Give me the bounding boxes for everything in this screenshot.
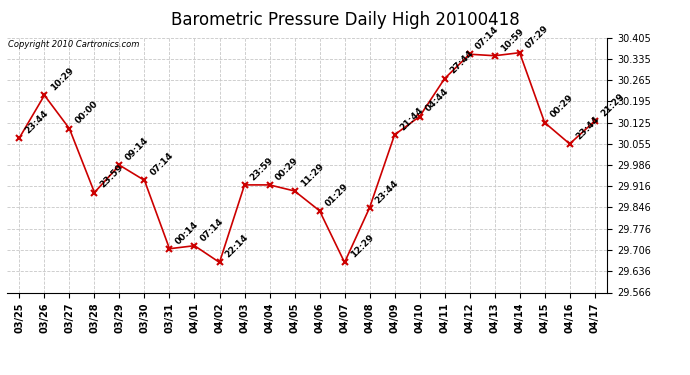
Text: 09:14: 09:14	[124, 136, 150, 162]
Text: 10:29: 10:29	[48, 66, 75, 93]
Text: 23:44: 23:44	[574, 114, 600, 141]
Text: 23:44: 23:44	[374, 178, 400, 205]
Text: 07:14: 07:14	[148, 151, 175, 178]
Text: 00:14: 00:14	[174, 219, 200, 246]
Text: 07:29: 07:29	[524, 23, 551, 50]
Text: 00:00: 00:00	[74, 100, 100, 126]
Text: 00:29: 00:29	[549, 93, 575, 120]
Text: 22:14: 22:14	[224, 233, 250, 260]
Text: 10:59: 10:59	[499, 26, 525, 53]
Text: 23:59: 23:59	[99, 163, 126, 190]
Text: 23:44: 23:44	[23, 108, 50, 135]
Text: 23:59: 23:59	[248, 155, 275, 182]
Text: 01:29: 01:29	[324, 182, 351, 208]
Text: 27:44: 27:44	[448, 49, 475, 76]
Text: 07:14: 07:14	[474, 25, 500, 51]
Text: 11:29: 11:29	[299, 162, 326, 188]
Text: 12:29: 12:29	[348, 233, 375, 260]
Text: 04:44: 04:44	[424, 87, 451, 114]
Text: 07:14: 07:14	[199, 216, 226, 243]
Text: 00:29: 00:29	[274, 156, 300, 182]
Text: Copyright 2010 Cartronics.com: Copyright 2010 Cartronics.com	[8, 40, 139, 49]
Text: Barometric Pressure Daily High 20100418: Barometric Pressure Daily High 20100418	[170, 11, 520, 29]
Text: 21:44: 21:44	[399, 105, 426, 132]
Text: 21:29: 21:29	[599, 92, 626, 118]
